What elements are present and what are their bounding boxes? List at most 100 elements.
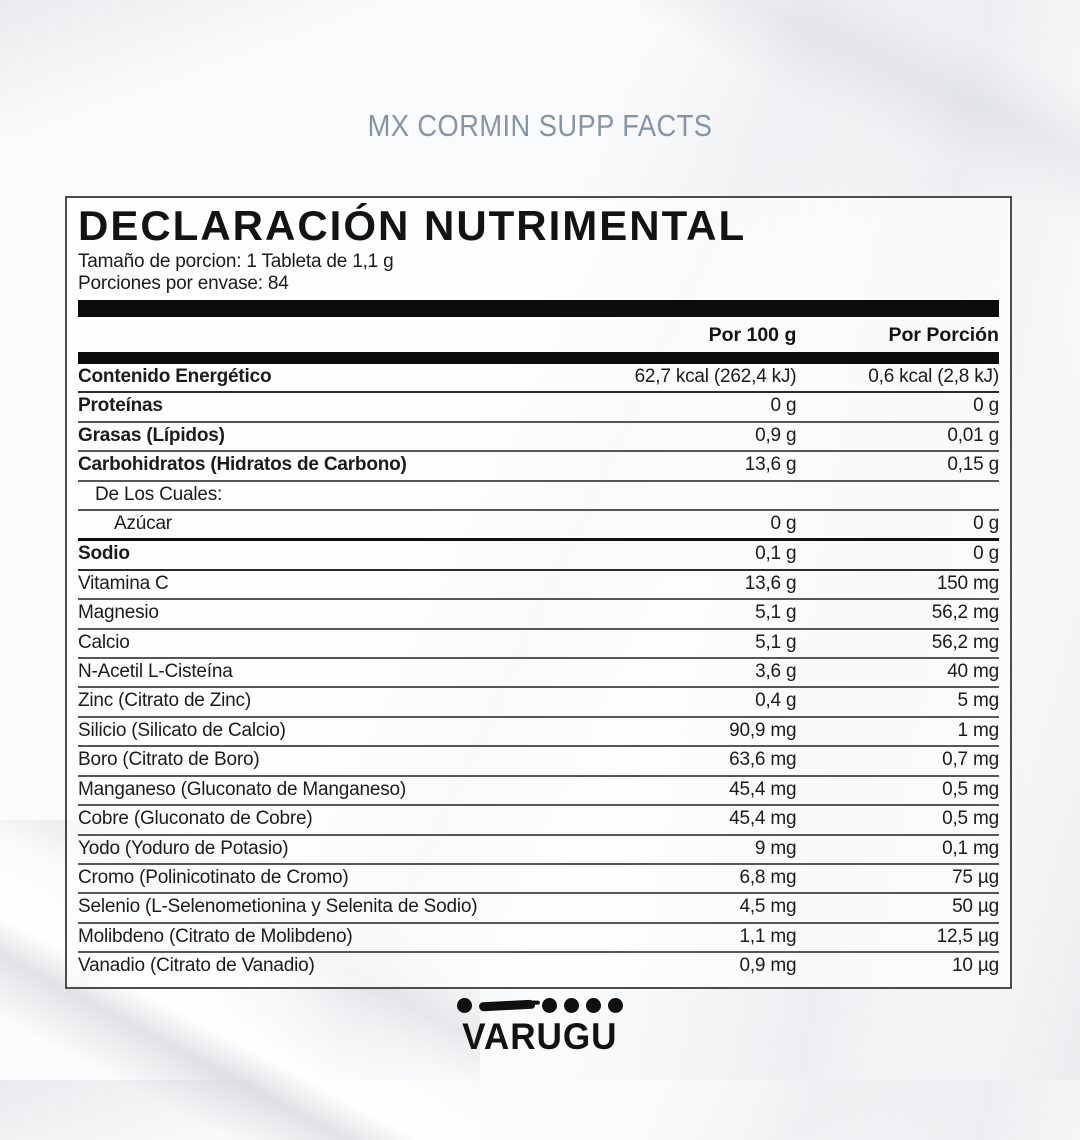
value-per-serving <box>796 481 999 510</box>
value-per-100g: 0,4 g <box>755 690 797 712</box>
table-row: Vanadio (Citrato de Vanadio) 0,9 mg 10 µg <box>78 952 999 980</box>
nutrient-label: N-Acetil L-Cisteína <box>78 661 233 683</box>
nutrient-label: Vanadio (Citrato de Vanadio) <box>78 955 315 977</box>
nutrient-label: Contenido Energético <box>78 366 272 387</box>
dot-icon <box>457 997 472 1013</box>
value-per-serving: 0,1 mg <box>942 837 999 859</box>
nutrient-label: Grasas (Lípidos) <box>78 424 225 446</box>
value-per-serving: 0,5 mg <box>942 808 999 830</box>
column-headers: Por 100 g Por Porción <box>78 317 999 352</box>
brush-stroke-icon <box>478 999 536 1011</box>
value-per-100g: 5,1 g <box>755 631 797 653</box>
table-row: Azúcar 0 g 0 g <box>78 510 999 540</box>
panel-title: DECLARACIÓN NUTRIMENTAL <box>78 202 747 249</box>
value-per-serving: 0 g <box>973 543 999 565</box>
table-row: Cromo (Polinicotinato de Cromo) 6,8 mg 75 … <box>78 863 999 893</box>
value-per-serving: 12,5 µg <box>936 925 1000 947</box>
table-row: Sodio 0,1 g 0 g <box>78 539 999 570</box>
table-row: Boro (Citrato de Boro) 63,6 mg 0,7 mg <box>78 746 999 775</box>
table-row: Contenido Energético 62,7 kcal (262,4 kJ)… <box>78 364 999 392</box>
value-per-100g: 0,9 g <box>755 424 797 446</box>
value-per-serving: 56,2 mg <box>931 631 999 653</box>
table-row: De Los Cuales: <box>78 480 999 510</box>
table-row: N-Acetil L-Cisteína 3,6 g 40 mg <box>78 658 999 687</box>
nutrient-label: Selenio (L-Selenometionina y Selenita de… <box>78 896 478 918</box>
nutrient-label: Cromo (Polinicotinato de Cromo) <box>78 866 349 888</box>
table-row: Proteínas 0 g 0 g <box>78 392 999 421</box>
value-per-serving: 0,01 g <box>947 424 999 446</box>
value-per-100g: 4,5 mg <box>739 896 797 918</box>
nutrient-label: Sodio <box>78 543 130 565</box>
brand-logo <box>457 996 623 1014</box>
page-title: MX CORMIN SUPP FACTS <box>367 108 713 143</box>
value-per-serving: 0,6 kcal (2,8 kJ) <box>868 366 999 387</box>
value-per-100g: 6,8 mg <box>739 866 797 888</box>
nutrient-label: Vitamina C <box>78 572 169 594</box>
value-per-100g: 3,6 g <box>755 661 797 683</box>
table-row: Carbohidratos (Hidratos de Carbono) 13,6 … <box>78 451 999 480</box>
value-per-serving: 0,15 g <box>947 454 999 476</box>
nutrient-label: Proteínas <box>78 395 163 417</box>
nutrition-table-body: Contenido Energético 62,7 kcal (262,4 kJ)… <box>78 364 999 981</box>
column-header-per-100g: Por 100 g <box>708 324 797 346</box>
nutrient-label: Manganeso (Gluconato de Manganeso) <box>78 778 407 800</box>
value-per-100g: 90,9 mg <box>729 719 797 741</box>
value-per-serving: 0,5 mg <box>942 778 999 800</box>
nutrition-table: Contenido Energético 62,7 kcal (262,4 kJ)… <box>78 364 999 981</box>
nutrient-label: Molibdeno (Citrato de Molibdeno) <box>78 925 353 947</box>
nutrient-label: Azúcar <box>114 513 172 535</box>
brand-name: VARUGU <box>462 1016 618 1057</box>
nutrient-label: Zinc (Citrato de Zinc) <box>78 690 251 712</box>
value-per-serving: 1 mg <box>957 719 1000 741</box>
value-per-100g: 0 g <box>770 513 797 535</box>
dot-icon <box>608 997 623 1013</box>
value-per-100g: 1,1 mg <box>739 925 797 947</box>
table-row: Manganeso (Gluconato de Manganeso) 45,4 m… <box>78 775 999 805</box>
value-per-serving: 50 µg <box>952 896 999 918</box>
value-per-serving: 40 mg <box>947 661 999 683</box>
value-per-100g: 45,4 mg <box>729 778 797 800</box>
value-per-serving: 0 g <box>973 513 999 535</box>
table-row: Zinc (Citrato de Zinc) 0,4 g 5 mg <box>78 687 999 716</box>
divider-bar-mid <box>78 352 999 364</box>
value-per-serving: 150 mg <box>936 572 999 594</box>
value-per-100g: 0 g <box>770 395 797 417</box>
value-per-100g: 63,6 mg <box>729 749 797 771</box>
value-per-100g: 0,1 g <box>755 543 797 565</box>
nutrient-label: Silicio (Silicato de Calcio) <box>78 719 286 741</box>
value-per-serving: 10 µg <box>952 955 999 977</box>
nutrient-label: Cobre (Gluconato de Cobre) <box>78 808 313 830</box>
value-per-serving: 5 mg <box>957 690 1000 712</box>
value-per-100g: 13,6 g <box>744 572 797 594</box>
value-per-serving: 75 µg <box>952 866 999 888</box>
table-row: Cobre (Gluconato de Cobre) 45,4 mg 0,5 mg <box>78 805 999 834</box>
value-per-serving: 0,7 mg <box>942 749 999 771</box>
table-row: Yodo (Yoduro de Potasio) 9 mg 0,1 mg <box>78 834 999 864</box>
table-row: Silicio (Silicato de Calcio) 90,9 mg 1 mg <box>78 716 1000 746</box>
table-row: Molibdeno (Citrato de Molibdeno) 1,1 mg 12… <box>78 922 1000 952</box>
table-row: Vitamina C 13,6 g 150 mg <box>78 569 999 599</box>
dot-icon <box>542 997 557 1013</box>
value-per-100g: 62,7 kcal (262,4 kJ) <box>634 366 797 387</box>
nutrient-label: Calcio <box>78 631 130 653</box>
nutrition-panel: DECLARACIÓN NUTRIMENTAL Tamaño de porcio… <box>65 196 1012 989</box>
dot-icon <box>564 997 579 1013</box>
column-header-per-serving: Por Porción <box>888 324 999 346</box>
dot-icon <box>586 997 601 1013</box>
brand-footer: VARUGU <box>0 996 1080 1058</box>
value-per-100g: 5,1 g <box>755 602 797 624</box>
servings-per-container: Porciones por envase: 84 <box>78 273 289 294</box>
nutrient-label: Carbohidratos (Hidratos de Carbono) <box>78 454 407 476</box>
value-per-100g: 13,6 g <box>744 454 797 476</box>
nutrient-label: Magnesio <box>78 602 159 624</box>
value-per-100g: 45,4 mg <box>729 808 797 830</box>
nutrient-label: De Los Cuales: <box>95 483 223 505</box>
serving-size: Tamaño de porcion: 1 Tableta de 1,1 g <box>78 251 394 272</box>
table-row: Magnesio 5,1 g 56,2 mg <box>78 599 999 628</box>
value-per-100g: 0,9 mg <box>739 955 797 977</box>
table-row: Grasas (Lípidos) 0,9 g 0,01 g <box>78 421 999 451</box>
nutrient-label: Boro (Citrato de Boro) <box>78 749 260 771</box>
table-row: Calcio 5,1 g 56,2 mg <box>78 628 999 658</box>
value-per-serving: 56,2 mg <box>931 602 999 624</box>
divider-bar-top <box>78 300 999 317</box>
